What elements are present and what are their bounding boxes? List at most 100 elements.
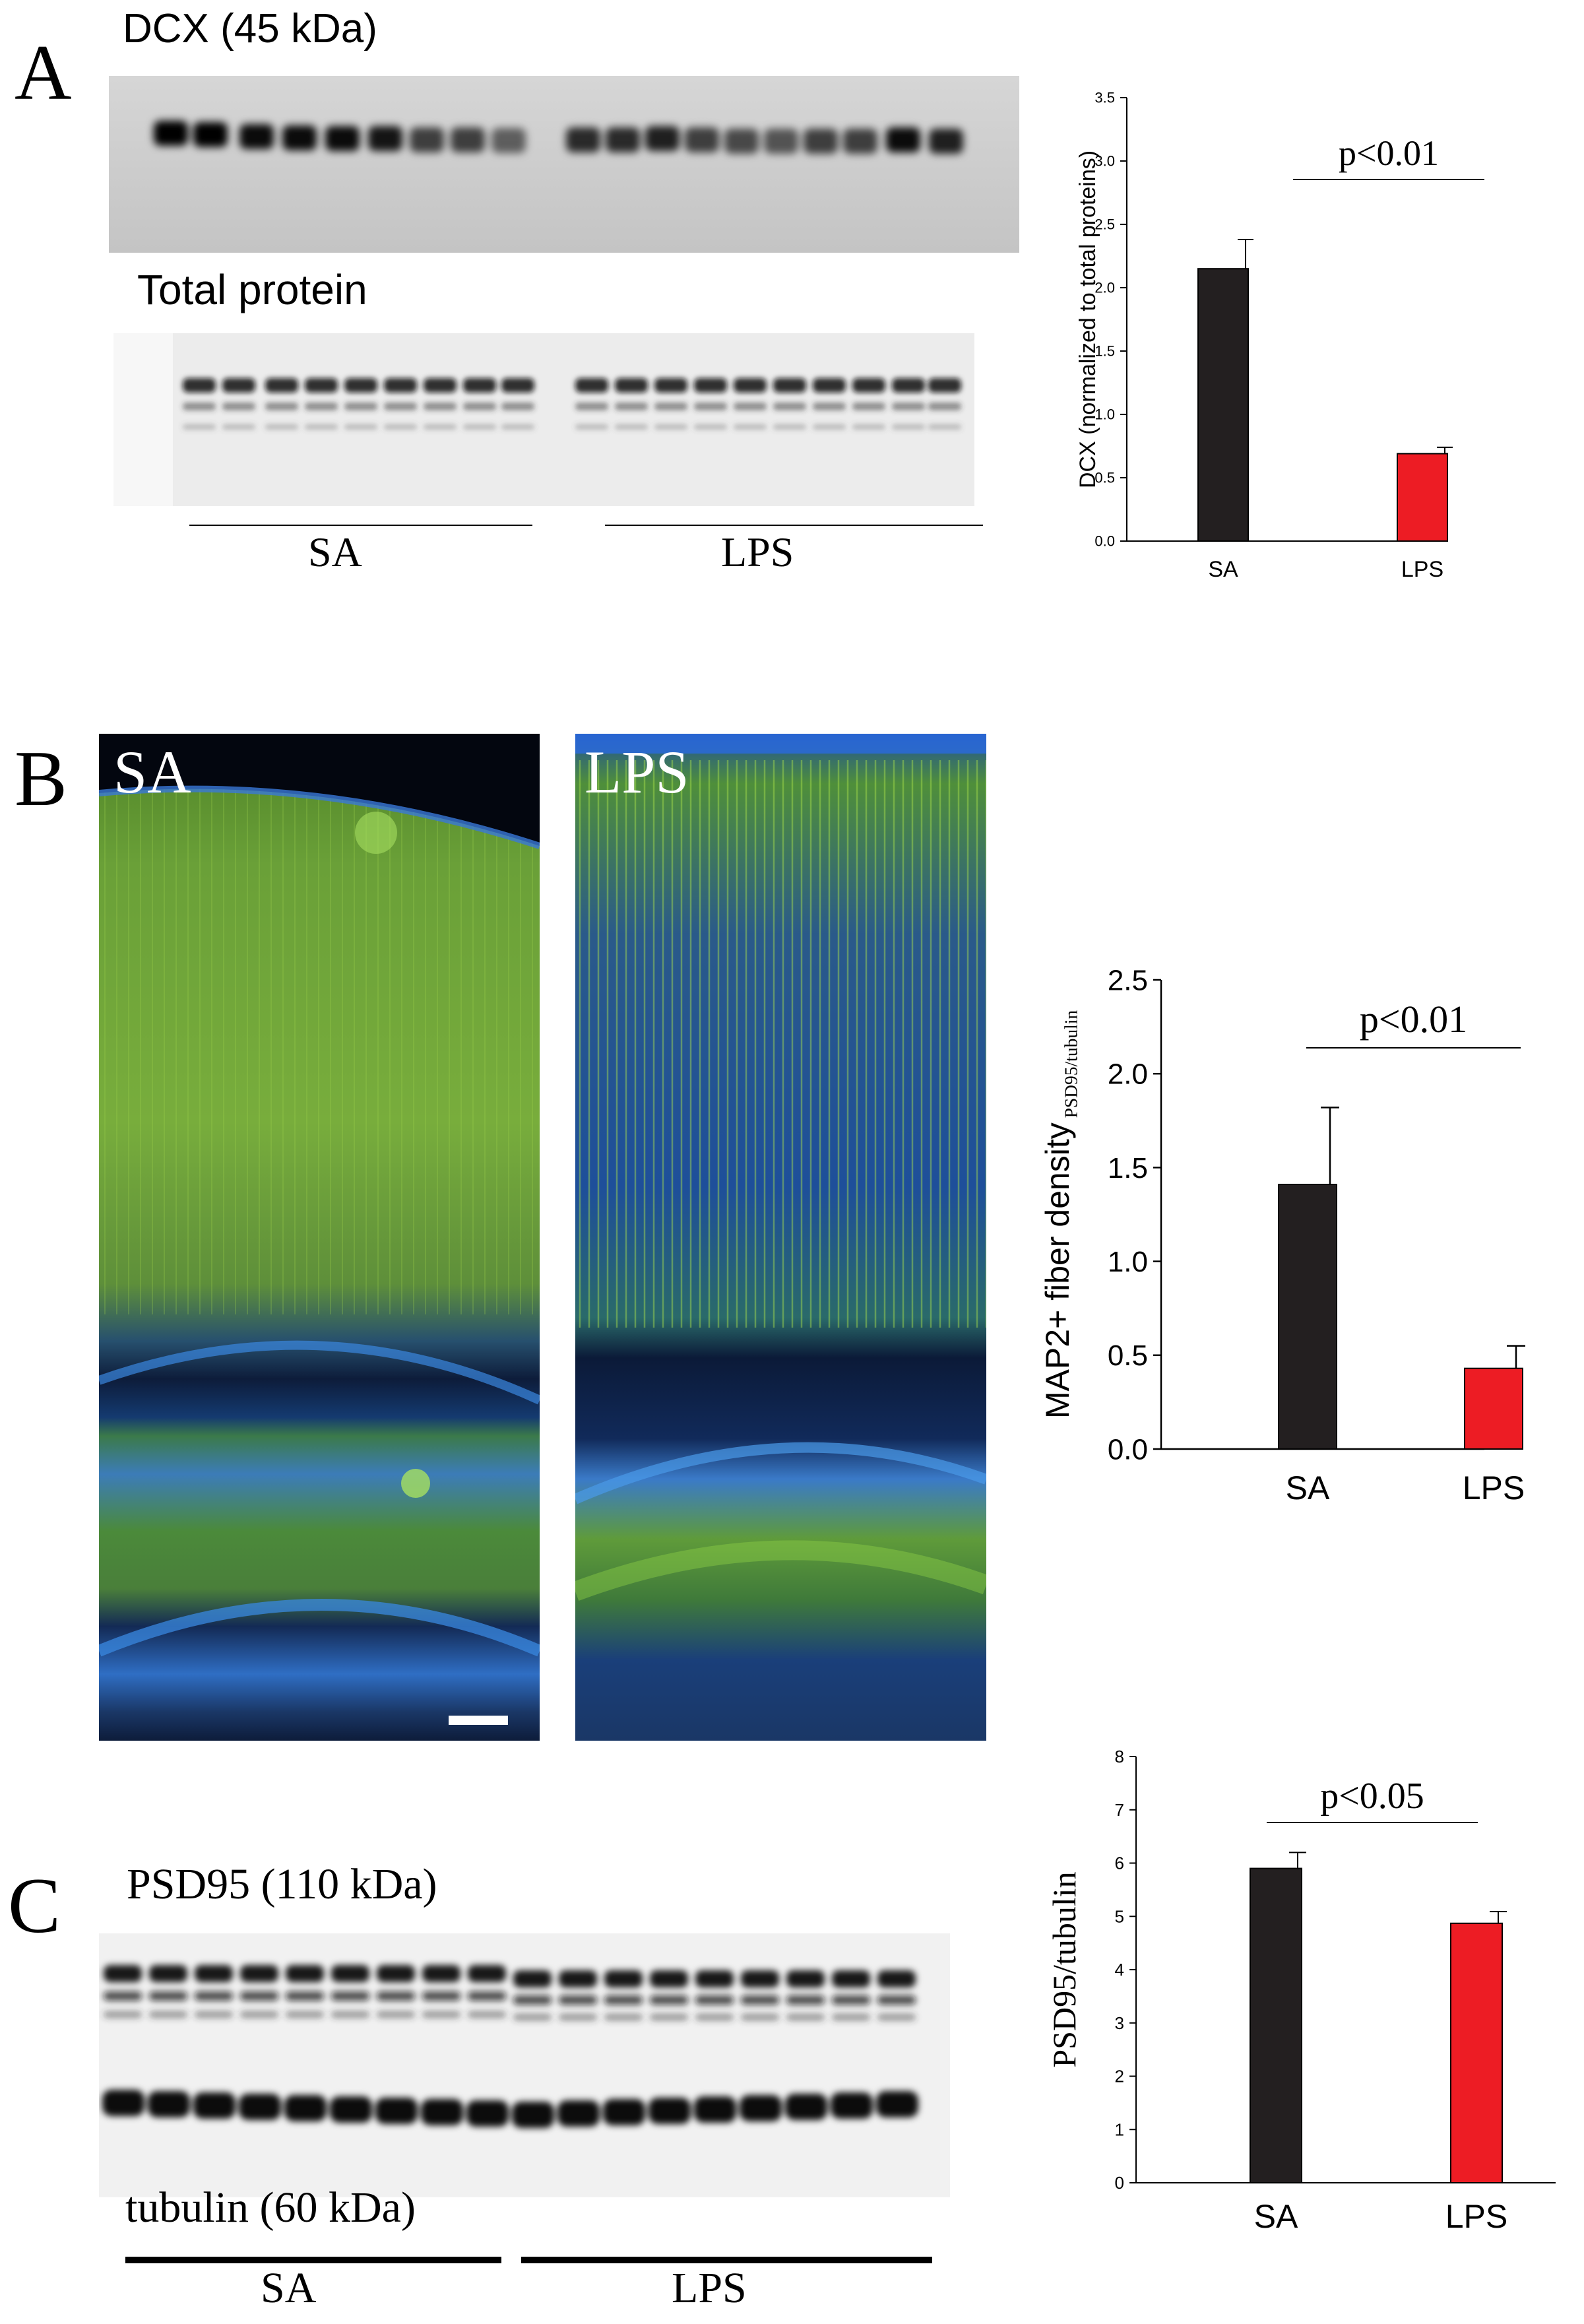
- panel-a-dcx-blot: [109, 76, 1019, 253]
- dcx-band: [491, 128, 526, 153]
- psd95-band: [604, 2014, 643, 2020]
- tubulin-band: [512, 2102, 554, 2128]
- y-tick-label: 1.5: [1108, 1152, 1148, 1184]
- psd95-band: [695, 1970, 734, 1987]
- tubulin-band: [876, 2091, 918, 2117]
- tubulin-band: [421, 2099, 463, 2125]
- panel-c-lps-group-line: [521, 2257, 932, 2263]
- panel-b-lps-image: [575, 734, 986, 1741]
- y-tick-label: 2.0: [1094, 280, 1115, 296]
- total-protein-band: [928, 424, 961, 430]
- total-protein-band: [384, 424, 417, 430]
- total-protein-band: [654, 424, 687, 430]
- psd95-band: [513, 1995, 552, 2005]
- total-protein-band: [928, 378, 961, 393]
- tubulin-band: [239, 2094, 281, 2120]
- psd95-band: [377, 1991, 415, 2001]
- total-protein-band: [424, 378, 457, 393]
- total-protein-band: [892, 403, 925, 410]
- total-protein-band: [305, 378, 338, 393]
- psd95-band: [513, 2014, 552, 2020]
- y-axis-label: MAP2+ fiber density PSD95/tubulin: [1039, 1010, 1081, 1419]
- total-protein-band: [773, 403, 806, 410]
- panel-c-letter: C: [8, 1861, 61, 1949]
- psd95-band: [149, 1965, 187, 1982]
- panel-a-total-protein-label: Total protein: [137, 266, 367, 313]
- psd95-band: [832, 2014, 870, 2020]
- total-protein-band: [384, 378, 417, 393]
- dcx-band: [606, 127, 640, 152]
- bar-lps: [1450, 1922, 1503, 2183]
- panel-c-tubulin-label: tubulin (60 kDa): [125, 2183, 416, 2232]
- dcx-band: [566, 127, 600, 152]
- psd95-band: [422, 1991, 460, 2001]
- psd95-band: [240, 2011, 278, 2018]
- y-tick-label: 2: [1115, 2067, 1124, 2086]
- y-tick-label: 0.0: [1094, 533, 1115, 550]
- dcx-band: [451, 127, 485, 152]
- psd95-band: [468, 1965, 506, 1982]
- psd95-band: [149, 2011, 187, 2018]
- y-tick-label: 2.0: [1108, 1058, 1148, 1091]
- psd95-band: [604, 1995, 643, 2005]
- total-protein-band: [813, 424, 846, 430]
- y-tick-label: 0.5: [1108, 1340, 1148, 1372]
- total-protein-band: [424, 403, 457, 410]
- panel-b-sa-micrograph: SA: [99, 734, 540, 1741]
- total-protein-band: [852, 378, 885, 393]
- psd95-band: [468, 1991, 506, 2001]
- y-axis-label: DCX (normalized to total proteins): [1075, 150, 1100, 488]
- psd95-band: [741, 1995, 779, 2005]
- total-protein-band: [344, 403, 377, 410]
- total-protein-band: [344, 424, 377, 430]
- y-tick-label: 2.5: [1094, 216, 1115, 233]
- panel-a-total-protein-blot: [113, 333, 974, 506]
- y-tick-label: 0.5: [1094, 470, 1115, 486]
- total-protein-band: [222, 424, 255, 430]
- bar-lps: [1464, 1367, 1523, 1450]
- total-protein-band: [694, 378, 727, 393]
- tubulin-band: [375, 2098, 418, 2124]
- total-protein-band: [265, 378, 298, 393]
- y-tick-label: 0: [1115, 2173, 1124, 2193]
- panel-b-lps-micrograph: LPS: [575, 734, 986, 1741]
- panel-a-total-protein-bands: [113, 333, 974, 506]
- total-protein-band: [463, 424, 496, 430]
- psd95-band: [195, 1991, 233, 2001]
- tubulin-band: [466, 2100, 509, 2127]
- psd95-band: [286, 1965, 324, 1982]
- y-tick-label: 7: [1115, 1800, 1124, 1820]
- total-protein-band: [654, 403, 687, 410]
- panel-a-dcx-bands: [109, 76, 1019, 253]
- psd95-band: [877, 1995, 916, 2005]
- panel-c-blot: [99, 1933, 950, 2197]
- x-tick-label: SA: [1286, 1469, 1330, 1506]
- dcx-band: [368, 126, 402, 151]
- tubulin-band: [330, 2096, 372, 2123]
- psd95-band: [650, 1995, 688, 2005]
- y-tick-label: 1.5: [1094, 343, 1115, 360]
- tubulin-band: [102, 2090, 144, 2116]
- total-protein-band: [575, 424, 608, 430]
- total-protein-band: [773, 424, 806, 430]
- psd95-band: [650, 2014, 688, 2020]
- tubulin-band: [694, 2096, 736, 2123]
- dcx-band: [645, 126, 680, 151]
- total-protein-band: [615, 378, 648, 393]
- x-tick-label: LPS: [1401, 557, 1443, 582]
- y-tick-label: 0.0: [1108, 1433, 1148, 1466]
- psd95-band: [695, 2014, 734, 2020]
- y-tick-label: 3: [1115, 2013, 1124, 2033]
- psd95-band: [786, 1970, 825, 1987]
- total-protein-band: [892, 378, 925, 393]
- bar-sa: [1197, 268, 1249, 542]
- total-protein-band: [773, 378, 806, 393]
- x-tick-label: LPS: [1463, 1469, 1525, 1506]
- total-protein-band: [222, 378, 255, 393]
- total-protein-band: [852, 424, 885, 430]
- panel-c-sa-group-label: SA: [261, 2264, 317, 2312]
- psd95-band: [195, 1965, 233, 1982]
- psd95-band: [741, 2014, 779, 2020]
- total-protein-band: [265, 424, 298, 430]
